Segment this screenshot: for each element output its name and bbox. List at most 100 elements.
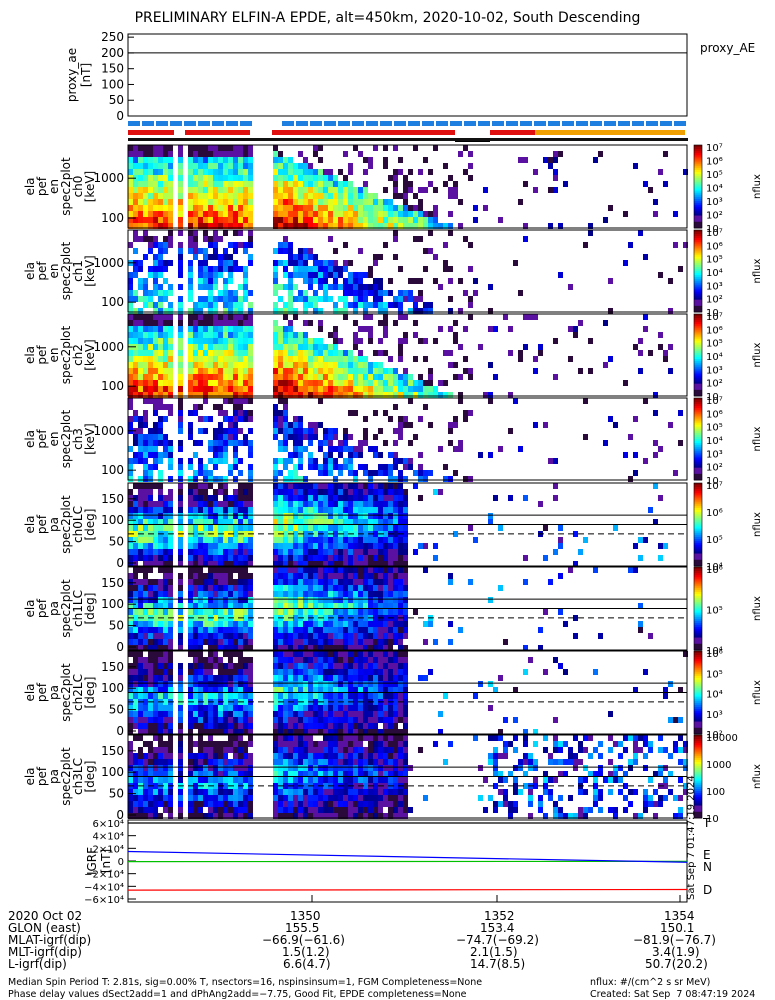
spectrogram-cell xyxy=(223,693,228,699)
y-tick-label: 0 xyxy=(116,640,124,654)
spectrogram-cell xyxy=(158,458,163,464)
colorbar-segment xyxy=(694,702,702,706)
spectrogram-cell xyxy=(233,145,238,151)
colorbar-segment xyxy=(694,608,702,612)
spectrogram-cell xyxy=(323,711,328,717)
spectrogram-cell xyxy=(318,446,323,452)
colorbar-tick-label: 10⁷ xyxy=(706,143,723,154)
spectrogram-cell xyxy=(358,723,363,729)
spectrogram-cell xyxy=(363,537,368,543)
spectrogram-cell xyxy=(238,211,243,217)
spectrogram-cell xyxy=(133,813,138,819)
spectrogram-cell xyxy=(238,157,243,163)
spectrogram-cell xyxy=(273,211,278,217)
spectrogram-cell xyxy=(383,217,388,223)
spectrogram-cell xyxy=(328,585,333,591)
spectrogram-cell xyxy=(328,169,333,175)
spectrogram-cell xyxy=(288,537,293,543)
spectrogram-cell xyxy=(153,428,158,434)
spectrogram-cell xyxy=(278,585,283,591)
spectrogram-cell xyxy=(213,657,218,663)
spectrogram-cell xyxy=(293,729,298,735)
colorbar-segment xyxy=(694,221,702,225)
colorbar-segment xyxy=(694,428,702,432)
spectrogram-cell xyxy=(168,585,173,591)
spectrogram-cell xyxy=(303,603,308,609)
colorbar-segment xyxy=(694,416,702,419)
spectrogram-cell xyxy=(133,549,138,555)
spectrogram-cell xyxy=(213,458,218,464)
spectrogram-cell xyxy=(403,693,408,699)
spectrogram-cell xyxy=(323,440,328,446)
spectrogram-cell xyxy=(278,651,283,657)
spectrogram-cell xyxy=(283,199,288,205)
spectrogram-cell xyxy=(328,639,333,645)
spectrogram-cell xyxy=(143,513,148,519)
spectrogram-cell xyxy=(213,254,218,260)
spectrogram-cell xyxy=(393,169,398,175)
spectrogram-cell xyxy=(328,495,333,501)
spectrogram-cell xyxy=(403,464,408,470)
spectrogram-cell xyxy=(353,579,358,585)
spectrogram-cell xyxy=(323,223,328,229)
spectrogram-cell xyxy=(298,561,303,567)
spectrogram-cell xyxy=(398,717,403,723)
spectrogram-cell xyxy=(433,386,438,392)
spectrogram-cell xyxy=(413,483,418,489)
spectrogram-cell xyxy=(178,464,183,470)
colorbar-segment xyxy=(694,213,702,217)
spectrogram-cell xyxy=(193,489,198,495)
spectrogram-cell xyxy=(543,422,548,428)
spectrogram-cell xyxy=(318,591,323,597)
spectrogram-cell xyxy=(153,272,158,278)
spectrogram-cell xyxy=(243,597,248,603)
spectrogram-cell xyxy=(153,380,158,386)
spectrogram-cell xyxy=(588,223,593,229)
spectrogram-cell xyxy=(393,217,398,223)
spectrogram-cell xyxy=(488,519,493,525)
spectrogram-cell xyxy=(373,296,378,302)
colorbar-segment xyxy=(694,577,702,580)
spectrogram-cell xyxy=(128,187,133,193)
spectrogram-cell xyxy=(308,296,313,302)
spectrogram-cell xyxy=(243,591,248,597)
spectrogram-cell xyxy=(213,181,218,187)
spectrogram-cell xyxy=(148,380,153,386)
spectrogram-cell xyxy=(273,338,278,344)
y-tick-label: 100 xyxy=(101,513,124,527)
spectrogram-cell xyxy=(288,567,293,573)
spectrogram-cell xyxy=(368,386,373,392)
spectrogram-cell xyxy=(188,458,193,464)
colorbar-segment xyxy=(694,583,702,587)
spectrogram-cell xyxy=(178,242,183,248)
spectrogram-cell xyxy=(153,501,158,507)
spectrogram-cell xyxy=(393,561,398,567)
spectrogram-cell xyxy=(283,507,288,513)
spectrogram-cell xyxy=(143,519,148,525)
spectrogram-cell xyxy=(168,320,173,326)
spectrogram-cell xyxy=(188,326,193,332)
spectrogram-cell xyxy=(358,199,363,205)
spectrogram-cell xyxy=(373,711,378,717)
spectrogram-cell xyxy=(378,501,383,507)
spectrogram-cell xyxy=(193,615,198,621)
spectrogram-cell xyxy=(383,211,388,217)
spectrogram-cell xyxy=(238,440,243,446)
spectrogram-cell xyxy=(373,627,378,633)
spectrogram-cell xyxy=(168,332,173,338)
spectrogram-cell xyxy=(288,290,293,296)
spectrogram-cell xyxy=(313,603,318,609)
spectrogram-cell xyxy=(273,501,278,507)
spectrogram-cell xyxy=(158,621,163,627)
spectrogram-cell xyxy=(338,374,343,380)
spectrogram-cell xyxy=(343,284,348,290)
spectrogram-cell xyxy=(278,705,283,711)
status-bar-segment xyxy=(632,121,644,126)
spectrogram-cell xyxy=(188,495,193,501)
spectrogram-cell xyxy=(643,669,648,675)
spectrogram-cell xyxy=(168,687,173,693)
spectrogram-cell xyxy=(148,332,153,338)
colorbar-segment xyxy=(694,194,702,198)
spectrogram-cell xyxy=(143,181,148,187)
spectrogram-cell xyxy=(153,326,158,332)
